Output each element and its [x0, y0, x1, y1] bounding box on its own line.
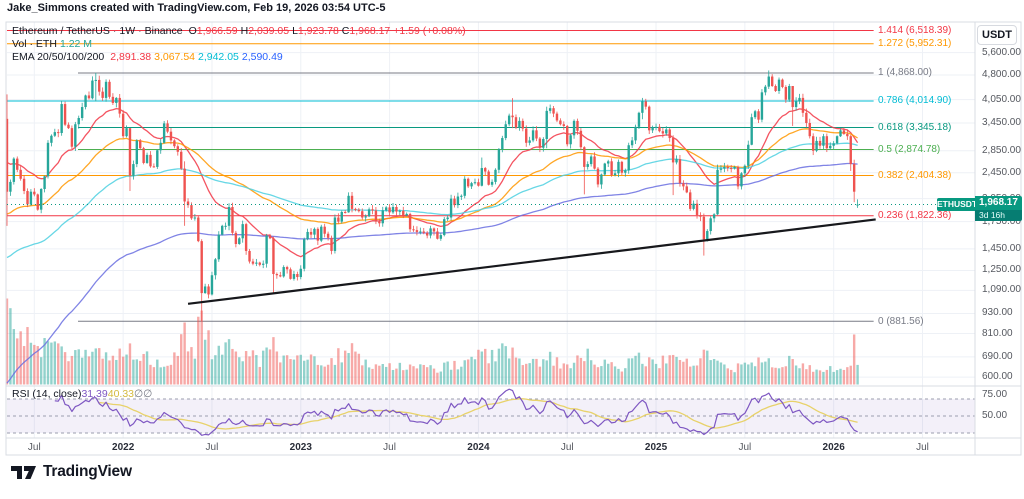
current-price-value: 1,968.17	[975, 196, 1022, 210]
price-axis-tick: 2,450.00	[982, 166, 1021, 178]
time-axis-tick: 2024	[467, 442, 490, 453]
time-axis-tick: 2025	[644, 442, 668, 453]
price-axis-tick: 1,250.00	[982, 264, 1021, 276]
rsi-empty-2: ∅	[143, 388, 153, 400]
fib-level-label: 0.382 (2,404.38)	[878, 169, 952, 181]
volume-legend-row[interactable]: Vol · ETH 1.22 M	[12, 38, 92, 51]
time-axis-tick: Jul	[560, 442, 574, 453]
ema100-value: 2,942.05	[198, 51, 239, 63]
symbol-price-tag: ETHUSDT	[937, 198, 978, 211]
time-axis-tick: Jul	[27, 442, 41, 453]
price-axis-tick: 810.00	[982, 327, 1013, 339]
rsi-label: RSI (14, close)	[12, 388, 82, 400]
currency-toggle[interactable]: USDT	[977, 25, 1017, 45]
fib-level-label: 0 (881.56)	[878, 315, 924, 327]
price-axis-tick: 930.00	[982, 307, 1013, 319]
open-value: 1,966.59	[196, 25, 238, 37]
low-value: 1,923.78	[297, 25, 339, 37]
high-value: 2,039.05	[248, 25, 290, 37]
current-price-badge: 1,968.17 3d 16h	[975, 196, 1022, 221]
separator: ·	[112, 25, 117, 37]
time-axis-tick: Jul	[738, 442, 752, 453]
rsi-legend-row[interactable]: RSI (14, close)31.3940.33∅∅	[12, 388, 152, 400]
price-axis-tick: 2,850.00	[982, 144, 1021, 156]
high-label: H	[240, 25, 249, 37]
price-axis-tick: 3,450.00	[982, 116, 1021, 128]
ema50-value: 3,067.54	[154, 51, 195, 63]
price-axis-tick: 4,050.00	[982, 93, 1021, 105]
volume-label: Vol · ETH	[12, 38, 57, 50]
ema-legend-row[interactable]: EMA 20/50/100/200 2,891.38 3,067.54 2,942.0…	[12, 51, 283, 64]
fib-level-label: 1 (4,868.00)	[878, 67, 932, 79]
rsi-tick-50: 50.00	[982, 410, 1008, 421]
time-axis-tick: Jul	[205, 442, 219, 453]
price-axis-tick: 1,450.00	[982, 242, 1021, 254]
fib-level-label: 0.5 (2,874.78)	[878, 143, 941, 155]
tradingview-logo[interactable]: TradingView	[10, 460, 132, 484]
price-axis-tick: 600.00	[982, 371, 1013, 383]
time-axis-tick: 2022	[112, 442, 135, 453]
rsi-value: 31.39	[81, 388, 108, 400]
bar-countdown: 3d 16h	[975, 210, 1022, 221]
ema200-value: 2,590.49	[241, 51, 283, 63]
low-label: L	[292, 25, 298, 37]
rsi-ma-value: 40.33	[107, 388, 135, 400]
open-label: O	[188, 25, 197, 37]
time-axis-tick: Jul	[916, 442, 929, 453]
price-axis-tick: 690.00	[982, 350, 1013, 362]
rsi-tick-75: 75.00	[982, 389, 1008, 400]
fib-level-label: 0.236 (1,822.36)	[878, 210, 952, 222]
volume-value: 1.22 M	[59, 38, 93, 50]
fib-level-label: 1.272 (5,952.31)	[878, 38, 952, 50]
tradingview-logo-text: TradingView	[43, 463, 132, 480]
ema20-value: 2,891.38	[110, 51, 152, 63]
change-value: +1.59 (+0.08%)	[393, 25, 466, 37]
price-axis-tick: 4,800.00	[982, 69, 1021, 80]
interval-label: 1W	[119, 25, 136, 37]
price-axis-tick: 5,600.00	[982, 46, 1021, 58]
ema-label: EMA 20/50/100/200	[12, 51, 105, 63]
price-axis-tick: 1,750.00	[982, 215, 1021, 227]
fib-level-label: 1.414 (6,518.39)	[878, 25, 952, 37]
symbol-legend-row[interactable]: Ethereum / TetherUS · 1W · Binance O1,966.59 H…	[12, 25, 466, 38]
exchange-label: Binance	[144, 25, 183, 37]
attribution-text: Jake_Simmons created with TradingView.co…	[7, 2, 386, 14]
separator: ·	[138, 25, 142, 37]
fib-level-label: 0.786 (4,014.90)	[878, 95, 952, 107]
time-axis-tick: 2026	[822, 442, 845, 453]
time-axis-tick: Jul	[383, 442, 396, 453]
price-axis-tick: 1,090.00	[982, 284, 1021, 296]
close-label: C	[341, 25, 350, 37]
fib-level-label: 0.618 (3,345.18)	[878, 121, 952, 133]
close-value: 1,968.17	[349, 25, 391, 37]
tradingview-logo-icon	[11, 466, 36, 479]
symbol-title: Ethereum / TetherUS	[12, 25, 110, 37]
rsi-empty-1: ∅	[134, 388, 144, 400]
time-axis-tick: 2023	[289, 442, 312, 453]
